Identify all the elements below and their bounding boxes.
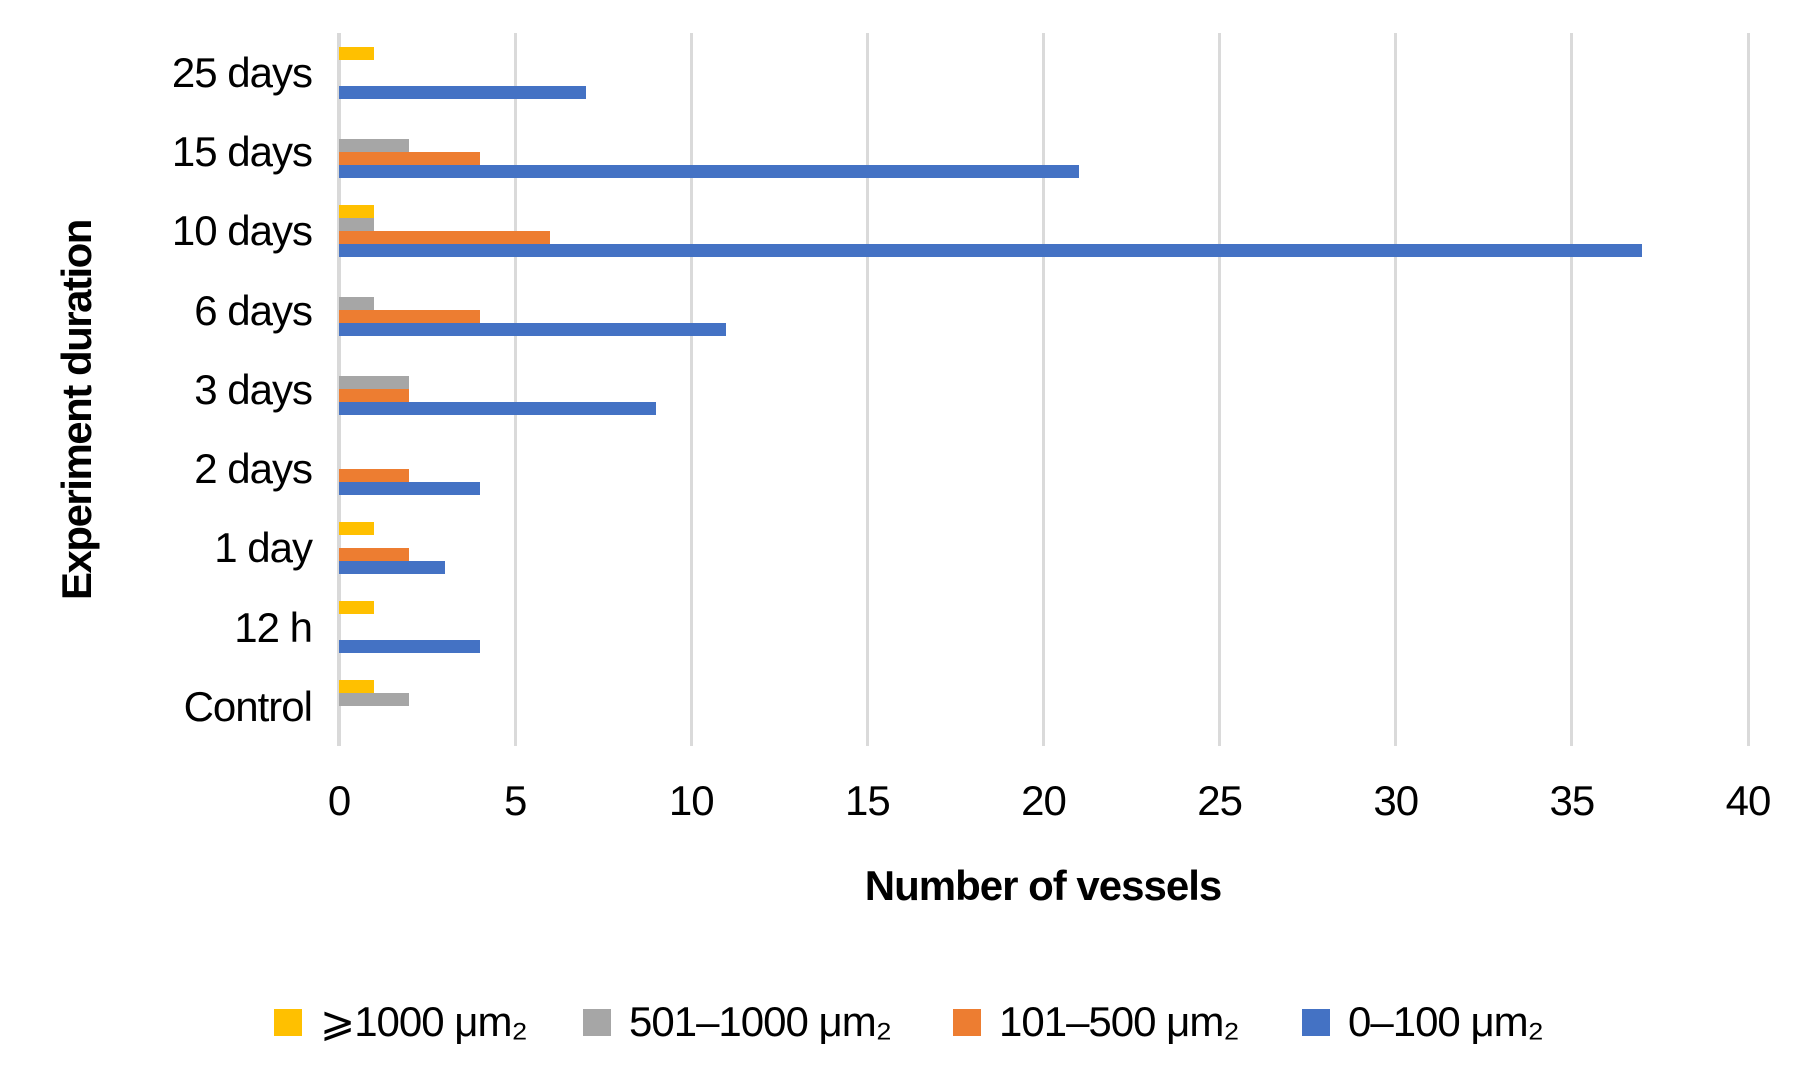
bar [339, 560, 445, 574]
x-tick-label: 35 [1549, 777, 1596, 824]
legend-item: 101–500 μm₂ [953, 998, 1240, 1045]
gridline [1746, 33, 1750, 746]
bar [339, 244, 1643, 258]
category-row [339, 191, 1748, 270]
category-row [339, 350, 1748, 429]
legend-swatch [953, 1009, 981, 1036]
gridline [1570, 33, 1574, 746]
category-row [339, 33, 1748, 112]
bar-group [339, 508, 1748, 574]
category-row [339, 271, 1748, 350]
bar-group [339, 429, 1748, 495]
bar-group [339, 191, 1748, 258]
bar [339, 323, 727, 337]
bar [339, 138, 410, 152]
y-category-label: 12 h [234, 603, 313, 651]
bar [339, 310, 480, 324]
x-tick-label: 15 [845, 777, 891, 824]
gridline [865, 33, 869, 746]
bar [339, 521, 375, 535]
bar-group [339, 667, 1748, 733]
bar [339, 164, 1079, 178]
bar-group [339, 271, 1748, 337]
gridline [513, 33, 517, 746]
bar [339, 481, 480, 495]
bar [339, 402, 657, 416]
x-tick-label: 30 [1373, 777, 1419, 824]
x-tick-label: 20 [1021, 777, 1067, 824]
bar [339, 46, 375, 60]
bar [339, 205, 375, 219]
legend: ⩾1000 μm₂ 501–1000 μm₂ 101–500 μm₂ 0–100 μm… [0, 1000, 1810, 1060]
bar [339, 601, 375, 615]
x-tick-label: 0 [327, 777, 351, 824]
plot-area [337, 33, 1750, 746]
bar [339, 231, 551, 245]
bar [339, 680, 375, 694]
y-category-label: 2 days [194, 445, 313, 493]
category-row [339, 429, 1748, 508]
x-tick-label: 10 [668, 777, 715, 824]
y-category-label: Control [183, 682, 313, 730]
x-axis-title: Number of vessels [864, 862, 1223, 909]
bar [339, 468, 410, 482]
legend-label: ⩾1000 μm₂ [320, 998, 528, 1045]
x-axis-ticks: 0 5 10 15 20 25 30 35 40 [0, 778, 1810, 828]
bar [339, 151, 480, 165]
legend-swatch [583, 1009, 611, 1036]
legend-label: 101–500 μm₂ [999, 998, 1240, 1045]
bar-group [339, 112, 1748, 178]
legend-label: 0–100 μm₂ [1348, 998, 1544, 1045]
bar-group [339, 350, 1748, 416]
legend-swatch [1302, 1009, 1330, 1036]
bar [339, 218, 375, 232]
gridline [1042, 33, 1045, 746]
category-row [339, 667, 1748, 746]
bar [339, 376, 410, 390]
y-category-label: 1 day [214, 524, 313, 572]
x-tick-label: 25 [1197, 777, 1243, 824]
legend-item: 0–100 μm₂ [1302, 998, 1544, 1045]
bar-group [339, 33, 1748, 99]
y-category-label: 3 days [194, 365, 313, 413]
gridline [689, 33, 693, 746]
y-category-label: 25 days [171, 49, 313, 96]
bar [339, 85, 586, 99]
legend-swatch [274, 1009, 302, 1036]
bar [339, 547, 410, 561]
legend-item: ⩾1000 μm₂ [274, 998, 528, 1045]
bar [339, 389, 410, 403]
x-tick-label: 40 [1725, 777, 1772, 824]
y-category-label: 10 days [171, 207, 313, 255]
y-axis-labels: 25 days 15 days 10 days 6 days 3 days 2 days 1… [0, 33, 313, 746]
gridline [1218, 33, 1222, 746]
category-row [339, 112, 1748, 191]
bar [339, 640, 480, 654]
category-row [339, 508, 1748, 587]
x-tick-label: 5 [503, 777, 527, 824]
legend-item: 501–1000 μm₂ [583, 998, 892, 1045]
category-row [339, 588, 1748, 667]
bar [339, 693, 410, 707]
bar-group [339, 588, 1748, 654]
legend-label: 501–1000 μm₂ [629, 998, 892, 1045]
y-category-label: 6 days [194, 286, 313, 334]
bar [339, 297, 375, 311]
gridline [1394, 33, 1398, 746]
y-category-label: 15 days [171, 128, 313, 176]
